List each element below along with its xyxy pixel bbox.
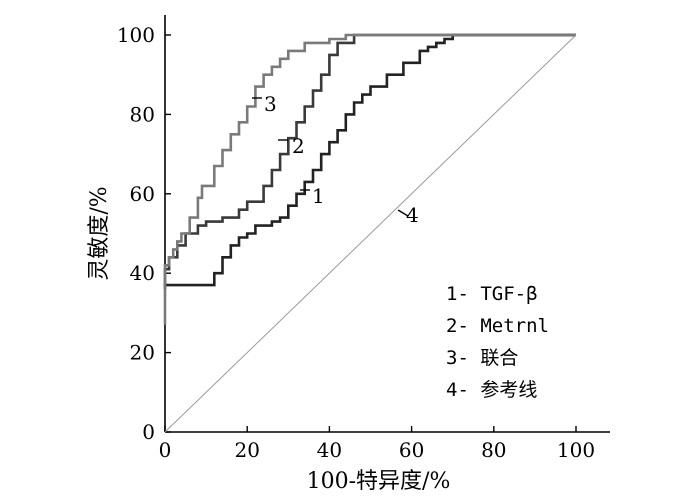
curve-label-4: 4 — [397, 203, 419, 227]
curve-label-tick — [397, 209, 409, 217]
y-tick-label: 20 — [130, 341, 155, 365]
curve-label-text: 2 — [292, 134, 305, 158]
y-tick-label: 80 — [130, 102, 155, 126]
y-tick-label: 60 — [130, 182, 155, 206]
series-line-2 — [163, 33, 576, 286]
curve-label-text: 4 — [406, 203, 419, 227]
y-tick-label: 40 — [130, 261, 155, 285]
legend-entry: 4- 参考线 — [446, 379, 537, 401]
series-line-4 — [164, 34, 577, 433]
series-line-3 — [163, 33, 576, 325]
x-tick-label: 100 — [557, 438, 595, 462]
curve-label-3: 3 — [252, 92, 277, 116]
curve-label-text: 3 — [264, 92, 277, 116]
x-tick-label: 40 — [317, 438, 342, 462]
x-tick-label: 60 — [399, 438, 424, 462]
curve-label-2: 2 — [278, 134, 305, 158]
series-line-1 — [163, 33, 576, 290]
y-tick-label: 100 — [117, 23, 155, 47]
x-tick-label: 0 — [159, 438, 172, 462]
y-tick-label: 0 — [142, 420, 155, 444]
curve-labels: 1 23 4 — [252, 92, 419, 227]
axes: 0 20 40 60 80 100 0 20 40 60 80 100 100-特异度/% 灵敏度/% — [87, 15, 610, 494]
x-tick-label: 20 — [234, 438, 259, 462]
x-axis-title: 100-特异度/% — [307, 469, 451, 494]
curve-label-1: 1 — [300, 184, 325, 208]
series-lines — [163, 33, 577, 433]
legend-entry: 2- Metrnl — [446, 315, 549, 337]
y-axis-title: 灵敏度/% — [87, 186, 112, 280]
x-tick-label: 80 — [481, 438, 506, 462]
legend-entry: 3- 联合 — [446, 347, 518, 369]
curve-label-text: 1 — [312, 184, 325, 208]
legend: 1- TGF-β 2- Metrnl 3- 联合 4- 参考线 — [446, 283, 549, 401]
legend-entry: 1- TGF-β — [446, 283, 538, 305]
